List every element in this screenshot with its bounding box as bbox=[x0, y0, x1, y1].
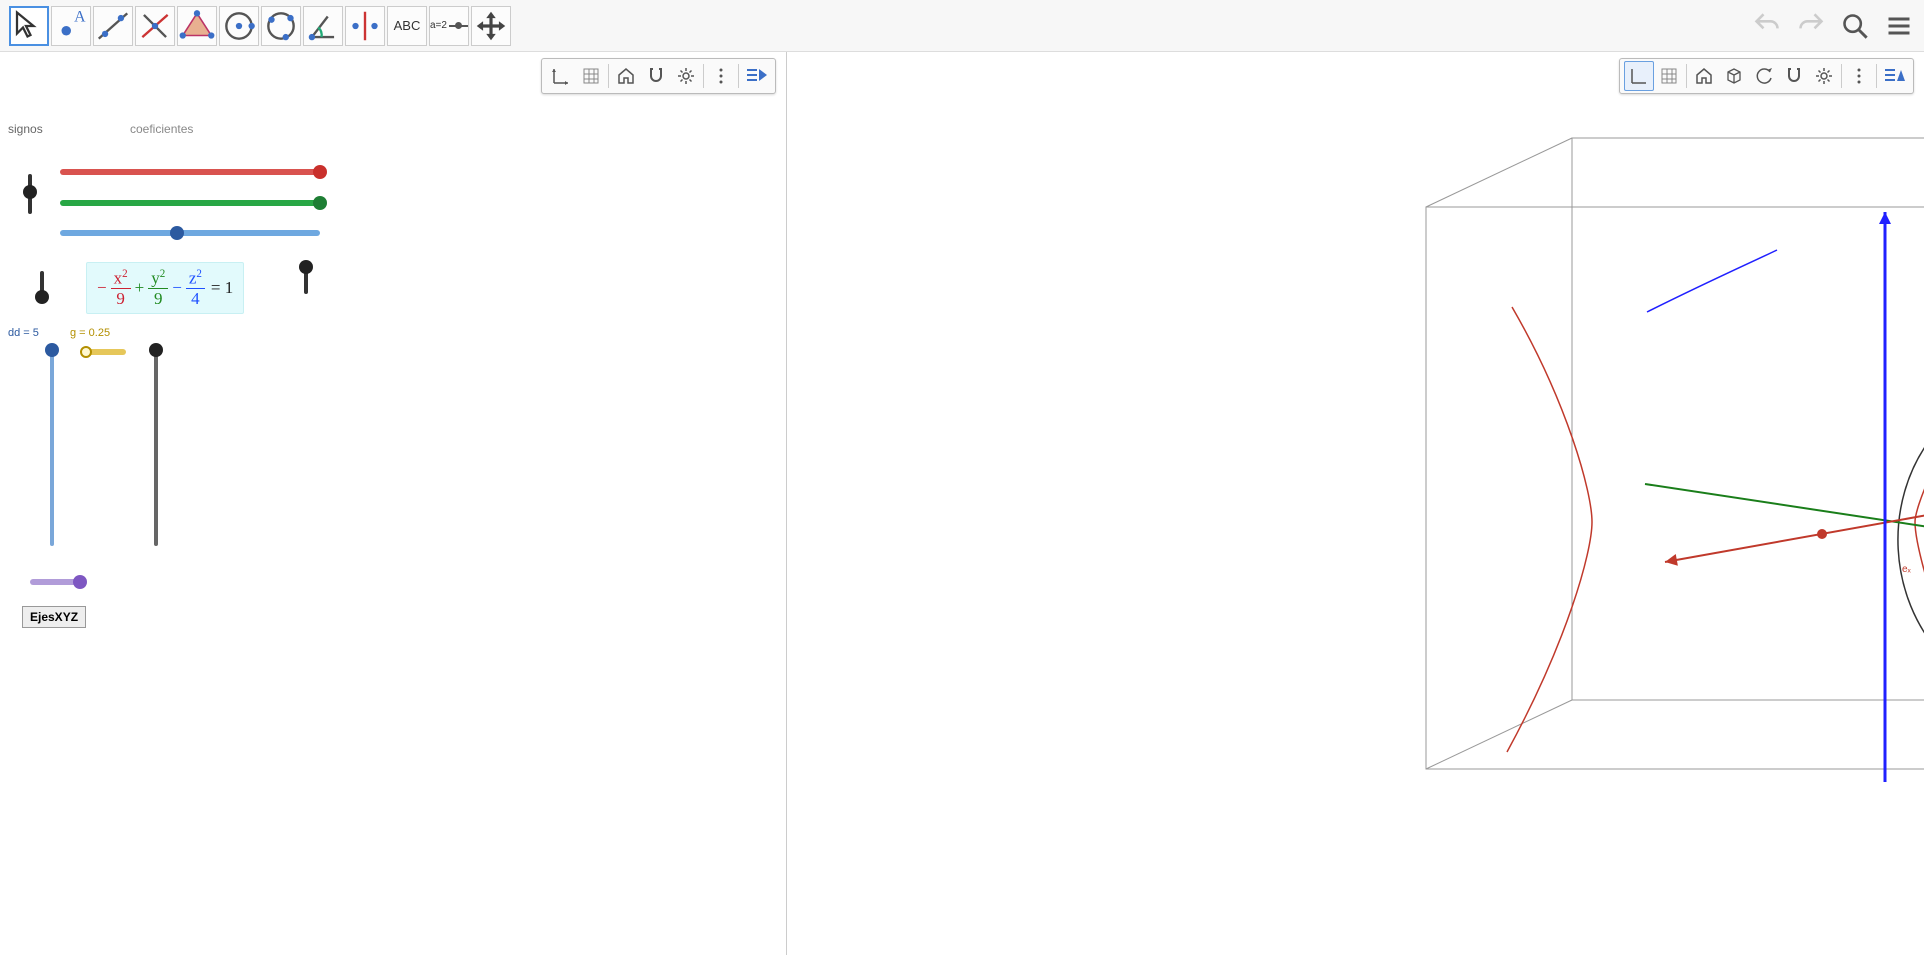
label-g: g = 0.25 bbox=[70, 327, 110, 339]
axes-toggle-icon[interactable] bbox=[546, 61, 576, 91]
ejes-xyz-button[interactable]: EjesXYZ bbox=[22, 606, 86, 628]
tool-move-view[interactable] bbox=[471, 6, 511, 46]
slider-black_vert-thumb[interactable] bbox=[149, 343, 163, 357]
main-toolbar: A ABC a=2 bbox=[0, 0, 1924, 52]
tool-reflect[interactable] bbox=[345, 6, 385, 46]
slider-misc_vert_left-thumb[interactable] bbox=[35, 290, 49, 304]
slider-coef_blue[interactable] bbox=[60, 230, 320, 236]
formula-op3: − bbox=[172, 278, 182, 298]
tool-text[interactable]: ABC bbox=[387, 6, 427, 46]
tool-slider[interactable]: a=2 bbox=[429, 6, 469, 46]
snap-icon[interactable] bbox=[641, 61, 671, 91]
tool-line[interactable] bbox=[93, 6, 133, 46]
style-bar-icon[interactable] bbox=[741, 61, 771, 91]
tool-polygon[interactable] bbox=[177, 6, 217, 46]
tool-perpendicular[interactable] bbox=[135, 6, 175, 46]
tool-point[interactable]: A bbox=[51, 6, 91, 46]
left-pane-toolbar bbox=[541, 58, 776, 94]
label-signos: signos bbox=[8, 122, 43, 136]
label-coeficientes: coeficientes bbox=[130, 122, 193, 136]
tool-slider-label: a=2 bbox=[430, 20, 447, 31]
more-icon[interactable] bbox=[706, 61, 736, 91]
slider-coef_blue-thumb[interactable] bbox=[170, 226, 184, 240]
svg-text:eₓ: eₓ bbox=[1902, 564, 1912, 575]
formula-term-y: y29 bbox=[148, 269, 168, 307]
tool-circle-center[interactable] bbox=[219, 6, 259, 46]
formula-term-z: z24 bbox=[186, 269, 205, 307]
slider-signos_vert-thumb[interactable] bbox=[23, 185, 37, 199]
grid-toggle-icon[interactable] bbox=[576, 61, 606, 91]
tool-angle[interactable] bbox=[303, 6, 343, 46]
undo-icon[interactable] bbox=[1752, 11, 1782, 41]
tool-circle-3pt[interactable] bbox=[261, 6, 301, 46]
formula-sign1: − bbox=[97, 278, 107, 298]
settings-icon[interactable] bbox=[671, 61, 701, 91]
graphics-2d-pane[interactable]: signos coeficientes − x29 + y29 − z24 = … bbox=[0, 52, 787, 955]
slider-coef_red-thumb[interactable] bbox=[313, 165, 327, 179]
slider-purple-thumb[interactable] bbox=[73, 575, 87, 589]
formula-op2: + bbox=[135, 278, 145, 298]
label-dd: dd = 5 bbox=[8, 327, 39, 339]
slider-dd_vert[interactable] bbox=[50, 346, 54, 546]
slider-misc_vert_right-thumb[interactable] bbox=[299, 260, 313, 274]
slider-coef_green-thumb[interactable] bbox=[313, 196, 327, 210]
scene-3d-svg: eₓe_z bbox=[787, 52, 1924, 955]
slider-coef_green[interactable] bbox=[60, 200, 320, 206]
slider-dd_vert-thumb[interactable] bbox=[45, 343, 59, 357]
graphics-3d-pane[interactable]: eₓe_z bbox=[787, 52, 1924, 955]
tool-move[interactable] bbox=[9, 6, 49, 46]
menu-icon[interactable] bbox=[1884, 11, 1914, 41]
slider-black_vert[interactable] bbox=[154, 346, 158, 546]
redo-icon[interactable] bbox=[1796, 11, 1826, 41]
main-area: signos coeficientes − x29 + y29 − z24 = … bbox=[0, 52, 1924, 955]
formula-rhs: = 1 bbox=[211, 278, 233, 298]
slider-coef_red[interactable] bbox=[60, 169, 320, 175]
toolbar-right-group bbox=[1752, 0, 1914, 52]
equation-display: − x29 + y29 − z24 = 1 bbox=[86, 262, 244, 314]
svg-text:A: A bbox=[74, 8, 86, 25]
slider-g_horiz-thumb[interactable] bbox=[80, 346, 92, 358]
search-icon[interactable] bbox=[1840, 11, 1870, 41]
formula-term-x: x29 bbox=[111, 269, 131, 307]
home-icon[interactable] bbox=[611, 61, 641, 91]
